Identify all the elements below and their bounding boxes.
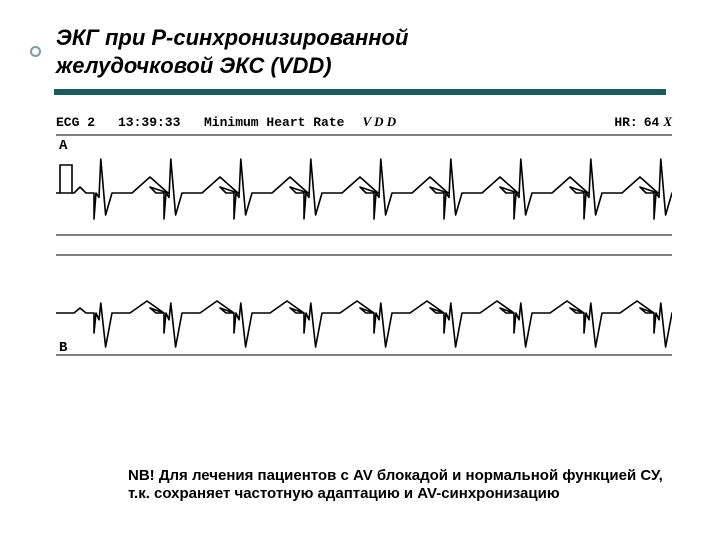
ecg-timestamp: 13:39:33: [118, 115, 204, 130]
slide-title: ЭКГ при Р-синхронизированной желудочково…: [56, 24, 672, 79]
slide-root: ЭКГ при Р-синхронизированной желудочково…: [0, 0, 720, 540]
svg-text:A: A: [59, 138, 68, 154]
ecg-header: ECG 2 13:39:33 Minimum Heart Rate V D D …: [56, 111, 672, 133]
title-line-2: желудочковой ЭКС (VDD): [56, 53, 332, 78]
ecg-mode-label: Minimum Heart Rate: [204, 115, 344, 130]
title-line-1: ЭКГ при Р-синхронизированной: [56, 25, 408, 50]
ecg-waveform-svg: AB: [56, 133, 672, 367]
ecg-handwriting-vdd: V D D: [362, 114, 396, 130]
ecg-hr-handmark: X: [663, 114, 672, 130]
ecg-figure: ECG 2 13:39:33 Minimum Heart Rate V D D …: [56, 111, 672, 367]
title-bullet: [30, 46, 41, 57]
footnote-text: NB! Для лечения пациентов с AV блокадой …: [128, 467, 668, 505]
svg-text:B: B: [59, 340, 68, 356]
title-rule: [54, 89, 666, 95]
ecg-hr-value: 64: [644, 115, 660, 130]
ecg-hr-label: HR:: [614, 115, 637, 130]
ecg-lead-label: ECG 2: [56, 115, 118, 130]
